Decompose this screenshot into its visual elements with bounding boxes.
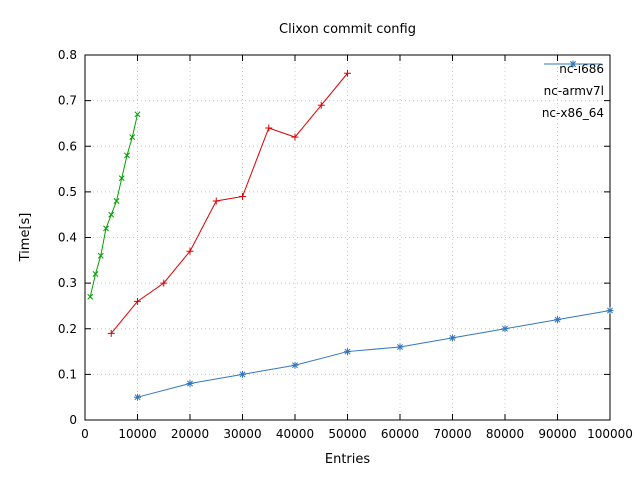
legend-sample-marker	[569, 60, 577, 68]
x-tick-label: 40000	[276, 427, 314, 441]
x-axis-label: Entries	[324, 452, 371, 467]
x-tick-label: 50000	[328, 427, 366, 441]
y-tick-label: 0.5	[58, 185, 77, 199]
series-markers-nc-armv7l	[87, 111, 141, 300]
series-markers-nc-i686	[107, 69, 351, 337]
x-tick-label: 60000	[381, 427, 419, 441]
x-tick-label: 90000	[538, 427, 576, 441]
series-line-nc-armv7l	[89, 114, 138, 297]
y-tick-label: 0.7	[58, 94, 77, 108]
x-tick-label: 100000	[587, 427, 633, 441]
legend-label: nc-armv7l	[543, 84, 604, 98]
x-tick-label: 70000	[433, 427, 471, 441]
legend-label: nc-i686	[559, 62, 604, 76]
y-tick-label: 0.2	[58, 322, 77, 336]
y-tick-label: 0.8	[58, 48, 77, 62]
y-tick-label: 0.3	[58, 276, 77, 290]
series-line-nc-i686	[110, 72, 348, 334]
series-line-nc-x86_64	[137, 310, 611, 398]
x-tick-label: 10000	[118, 427, 156, 441]
plot-border	[84, 54, 611, 421]
y-tick-label: 0.6	[58, 139, 77, 153]
x-tick-label: 80000	[486, 427, 524, 441]
legend-entry-nc-x86_64: nc-x86_64	[541, 60, 604, 124]
x-tick-label: 0	[81, 427, 89, 441]
y-tick-label: 0.1	[58, 367, 77, 381]
series-markers-nc-x86_64	[134, 307, 614, 401]
x-tick-label: 20000	[171, 427, 209, 441]
x-tick-label: 30000	[223, 427, 261, 441]
chart-title: Clixon commit config	[279, 22, 416, 37]
legend-entry-nc-armv7l: nc-armv7l	[542, 61, 604, 102]
legend: nc-i686 nc-armv7l nc-x86_64	[542, 58, 604, 124]
legend-sample-line	[543, 60, 602, 68]
y-tick-label: 0.4	[58, 231, 77, 245]
y-tick-label: 0	[69, 413, 77, 427]
legend-label: nc-x86_64	[541, 106, 604, 120]
